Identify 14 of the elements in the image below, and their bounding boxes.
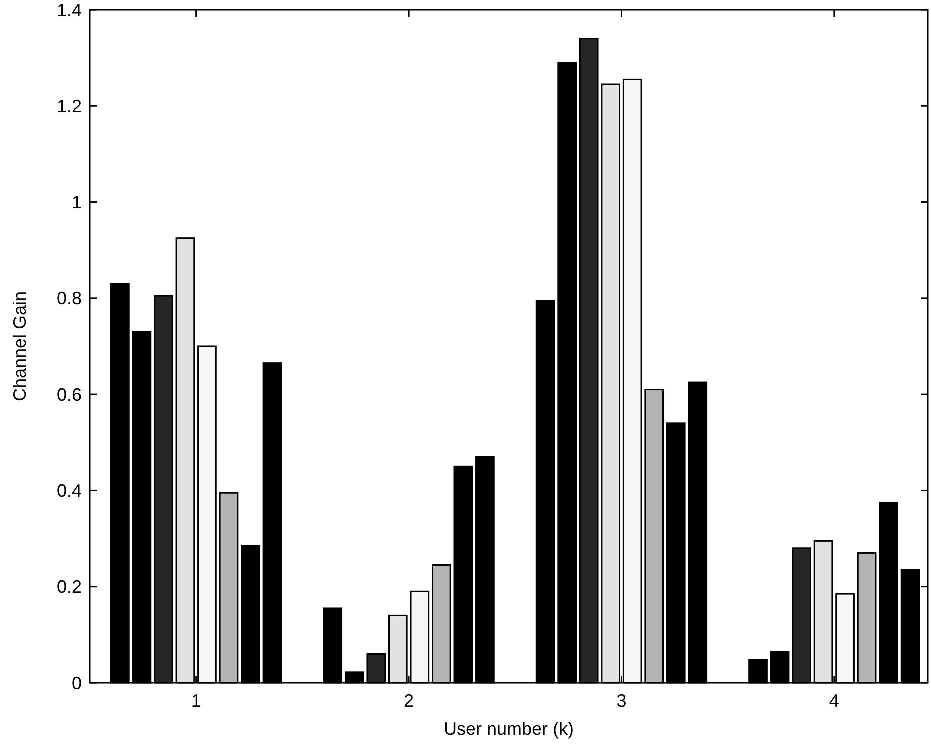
x-tick-label: 1 [191, 691, 202, 711]
y-tick-label: 1 [72, 192, 82, 213]
y-tick-label: 0.8 [56, 288, 82, 309]
x-axis-title: User number (k) [444, 719, 574, 739]
x-tick-label: 4 [829, 691, 840, 711]
x-tick-label: 3 [616, 691, 627, 711]
y-tick-label: 0.2 [56, 577, 82, 598]
y-tick-label: 1.4 [56, 0, 82, 20]
x-tick-label: 2 [404, 691, 414, 711]
y-tick-label: 0.4 [56, 481, 82, 502]
y-axis-title: Channel Gain [10, 291, 30, 402]
y-tick-label: 0.6 [56, 384, 82, 405]
y-tick-label: 0 [72, 673, 82, 694]
y-tick-label: 1.2 [56, 96, 82, 116]
